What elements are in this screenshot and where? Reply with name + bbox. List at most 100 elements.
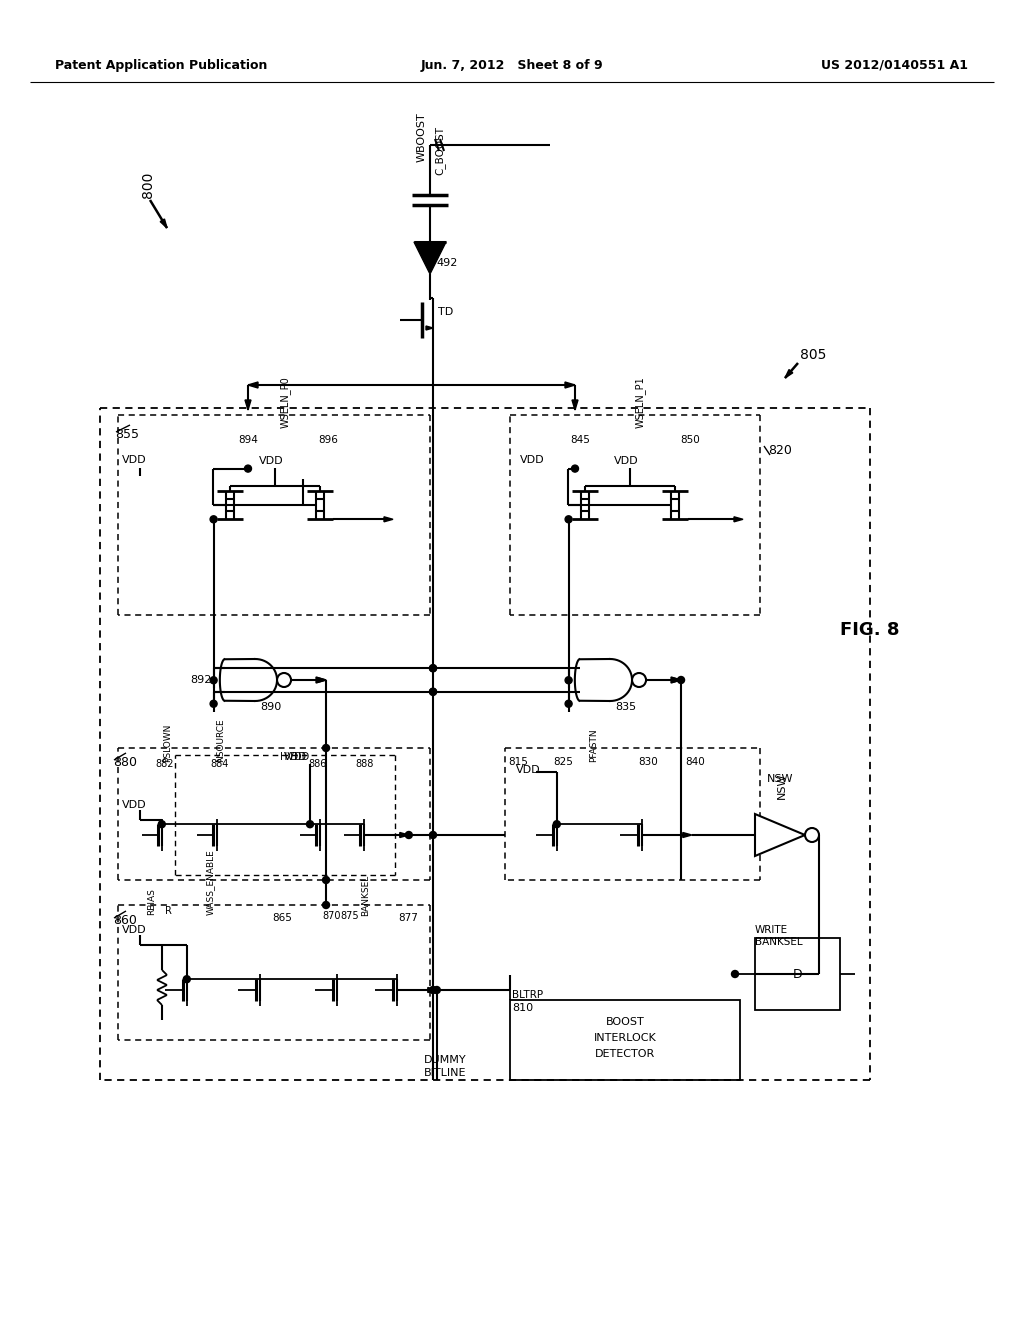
Text: 865: 865 [272,913,292,923]
Text: 845: 845 [570,436,590,445]
Circle shape [429,832,436,838]
Text: DUMMY: DUMMY [424,1055,466,1065]
Text: VDD: VDD [284,752,306,762]
Text: BANKSEL: BANKSEL [755,937,803,946]
Circle shape [429,986,436,994]
Text: 840: 840 [685,756,705,767]
Circle shape [278,673,291,686]
Text: 860: 860 [113,913,137,927]
Text: VDD: VDD [516,766,541,775]
Circle shape [159,821,165,828]
Text: 855: 855 [115,429,139,441]
Text: NSOURCE: NSOURCE [216,718,225,762]
Circle shape [571,465,579,473]
Circle shape [565,700,572,708]
Circle shape [306,821,313,828]
Text: 835: 835 [615,702,636,711]
Text: VDD: VDD [520,455,545,465]
Text: 875: 875 [340,911,358,921]
Polygon shape [565,381,575,388]
Polygon shape [316,677,326,682]
Circle shape [245,465,252,473]
Text: NSW: NSW [767,774,794,784]
Text: WSELN_P1: WSELN_P1 [635,376,645,428]
Text: 894: 894 [238,436,258,445]
Text: 805: 805 [800,348,826,362]
Circle shape [731,970,738,978]
Text: 877: 877 [398,913,418,923]
Text: NSW: NSW [777,772,787,799]
Polygon shape [672,677,681,682]
Circle shape [323,744,330,751]
Circle shape [210,516,217,523]
Polygon shape [245,400,251,411]
Circle shape [678,676,684,684]
Polygon shape [734,517,743,521]
Text: 892: 892 [190,675,212,685]
Text: D: D [793,968,803,981]
Text: 800: 800 [141,172,155,198]
Circle shape [429,665,436,672]
Circle shape [429,665,436,672]
Polygon shape [317,677,326,682]
Polygon shape [160,219,167,228]
Text: 888: 888 [355,759,374,770]
Text: VDD: VDD [259,457,284,466]
Polygon shape [399,833,409,837]
Text: BANKSEL: BANKSEL [361,875,370,916]
Text: RBIAS: RBIAS [147,888,156,915]
FancyBboxPatch shape [510,1001,740,1080]
Polygon shape [683,833,692,837]
Polygon shape [414,242,446,275]
Text: 850: 850 [680,436,699,445]
Text: 870: 870 [322,911,341,921]
Text: 820: 820 [768,444,792,457]
Text: 890: 890 [260,702,282,711]
Text: BOOST: BOOST [605,1016,644,1027]
Polygon shape [572,400,578,411]
Text: 882: 882 [155,759,173,770]
Text: INTERLOCK: INTERLOCK [594,1034,656,1043]
Text: PFASTN: PFASTN [589,729,598,762]
Circle shape [210,677,217,684]
Text: PSLOWN: PSLOWN [163,723,172,762]
Circle shape [565,516,572,523]
Text: Jun. 7, 2012   Sheet 8 of 9: Jun. 7, 2012 Sheet 8 of 9 [421,58,603,71]
Text: VDD: VDD [122,455,146,465]
Text: R: R [165,906,171,916]
Text: HVDD: HVDD [281,752,309,762]
Circle shape [210,700,217,708]
Circle shape [406,832,413,838]
Text: BITLINE: BITLINE [424,1068,466,1078]
Text: WSELN_P0: WSELN_P0 [280,376,291,428]
Text: BLTRP: BLTRP [512,990,543,1001]
Text: 886: 886 [308,759,327,770]
Circle shape [183,975,190,982]
Circle shape [553,821,560,828]
Circle shape [805,828,819,842]
Text: US 2012/0140551 A1: US 2012/0140551 A1 [821,58,968,71]
Polygon shape [671,677,681,682]
Text: WBOOST: WBOOST [417,112,427,162]
Text: 830: 830 [638,756,657,767]
Text: TD: TD [438,308,454,317]
Text: WASS_ENABLE: WASS_ENABLE [206,849,215,915]
Text: C_BOOST: C_BOOST [434,125,445,176]
Polygon shape [248,381,258,388]
Polygon shape [384,517,393,521]
Text: FIG. 8: FIG. 8 [841,620,900,639]
Text: 815: 815 [508,756,528,767]
Text: VDD: VDD [122,800,146,810]
Circle shape [429,688,436,696]
Circle shape [323,876,330,883]
Text: VDD: VDD [614,457,639,466]
Circle shape [429,688,436,696]
Polygon shape [426,326,433,330]
FancyBboxPatch shape [755,939,840,1010]
Text: 810: 810 [512,1003,534,1012]
Polygon shape [755,814,805,855]
Text: 896: 896 [318,436,338,445]
Polygon shape [785,370,793,378]
Text: 880: 880 [113,755,137,768]
Text: Patent Application Publication: Patent Application Publication [55,58,267,71]
